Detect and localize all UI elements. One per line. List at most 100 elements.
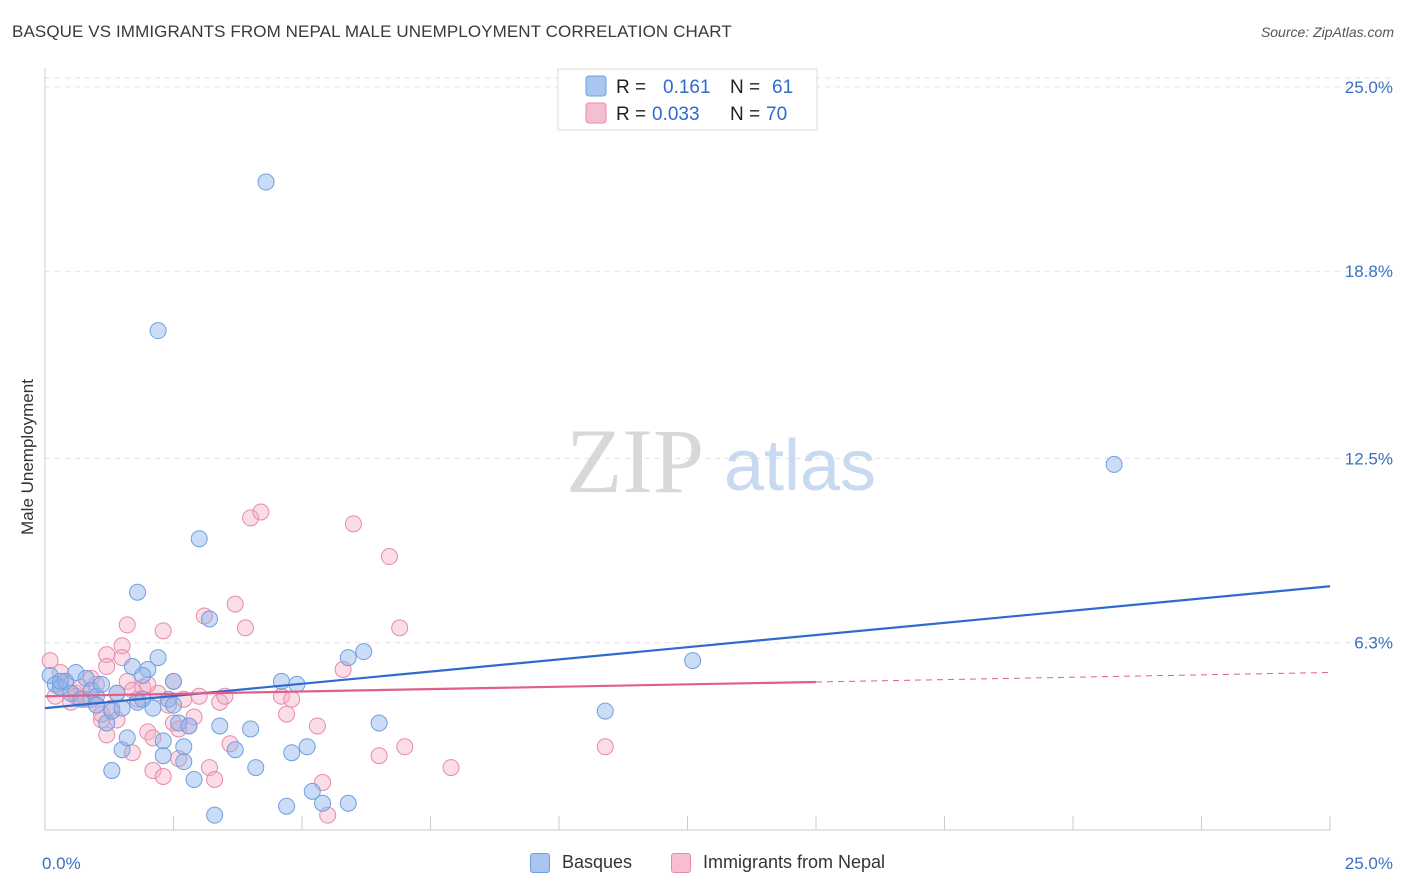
y-tick-label: 6.3%	[1354, 634, 1393, 653]
basques-point	[165, 672, 182, 690]
nepal-point	[206, 770, 224, 788]
gridlines	[45, 77, 1395, 644]
basques-point	[134, 666, 152, 684]
basques-point	[278, 797, 296, 815]
nepal-point	[283, 690, 301, 708]
nepal-point	[123, 744, 141, 762]
bottom-legend-basques[interactable]: Basques	[530, 852, 632, 873]
y-tick-label: 12.5%	[1345, 449, 1393, 468]
series-basques-points	[41, 173, 1123, 824]
basques-point	[185, 770, 203, 788]
basques-point	[144, 699, 162, 717]
axes	[44, 68, 1331, 831]
basques-point	[51, 672, 69, 690]
basques-point	[242, 720, 260, 738]
nepal-point	[190, 687, 208, 705]
chart-title: BASQUE VS IMMIGRANTS FROM NEPAL MALE UNE…	[12, 22, 732, 41]
nepal-point	[308, 717, 326, 735]
basques-point	[129, 583, 147, 601]
basques-point	[154, 732, 172, 750]
basques-point	[283, 744, 301, 762]
basques-point	[175, 753, 193, 771]
tick-labels: 6.3% 12.5% 18.8% 25.0% 0.0% 25.0%	[42, 78, 1393, 873]
source-credit: Source: ZipAtlas.com	[1260, 24, 1394, 40]
watermark-zip: ZIP	[566, 410, 704, 512]
basques-trend-line	[44, 585, 1331, 710]
basques-point	[339, 649, 357, 667]
nepal-point	[93, 705, 111, 723]
nepal-point	[41, 652, 59, 670]
nepal-point	[344, 515, 362, 533]
x-tick-label-max: 25.0%	[1345, 854, 1393, 873]
basques-point	[165, 696, 182, 714]
nepal-swatch	[671, 852, 691, 873]
basques-point	[211, 717, 229, 735]
basques-point	[200, 610, 218, 628]
basques-point	[41, 666, 59, 684]
nepal-point	[118, 616, 136, 634]
basques-point	[67, 663, 85, 681]
nepal-point	[370, 747, 388, 765]
nepal-point	[185, 708, 203, 726]
nepal-point	[154, 767, 172, 785]
basques-point	[190, 530, 208, 548]
basques-point	[108, 684, 126, 702]
basques-point	[46, 675, 64, 693]
basques-point	[206, 806, 224, 824]
legend-r-value-nepal: 0.033	[652, 104, 700, 125]
nepal-point	[144, 762, 162, 780]
legend-r-label-nepal: R =	[616, 104, 646, 125]
trend-lines	[44, 585, 1331, 710]
nepal-label: Immigrants from Nepal	[703, 852, 886, 872]
y-tick-label: 25.0%	[1345, 78, 1393, 97]
legend-swatch-nepal	[585, 102, 607, 124]
legend-swatch-basques	[585, 75, 607, 97]
legend-n-value-basques: 61	[772, 77, 793, 98]
basques-point	[170, 714, 188, 732]
nepal-point	[396, 738, 414, 756]
bottom-legend-nepal[interactable]: Immigrants from Nepal	[671, 852, 885, 873]
nepal-point	[278, 705, 296, 723]
y-tick-label: 18.8%	[1345, 262, 1393, 281]
basques-point	[113, 699, 131, 717]
basques-point	[103, 702, 121, 720]
basques-point	[370, 714, 388, 732]
basques-point	[596, 702, 614, 720]
legend-r-value-basques: 0.161	[663, 77, 711, 98]
basques-point	[226, 741, 244, 759]
basques-point	[303, 782, 321, 800]
nepal-point	[226, 595, 244, 613]
basques-point	[684, 652, 702, 670]
nepal-point	[236, 619, 254, 637]
nepal-point	[242, 509, 260, 527]
basques-point	[175, 738, 193, 756]
legend-n-label-basques: N =	[730, 77, 760, 98]
basques-point	[149, 649, 167, 667]
nepal-point	[442, 759, 460, 777]
nepal-point	[113, 637, 131, 655]
nepal-trend-line-dashed	[815, 671, 1331, 683]
basques-point	[103, 762, 121, 780]
nepal-point	[380, 548, 398, 566]
basques-point	[154, 747, 172, 765]
basques-point	[355, 643, 373, 661]
nepal-point	[118, 672, 136, 690]
basques-point	[247, 759, 265, 777]
basques-point	[298, 738, 316, 756]
basques-swatch	[530, 852, 550, 873]
basques-point	[62, 684, 80, 702]
basques-label: Basques	[562, 852, 633, 872]
legend-n-value-nepal: 70	[766, 104, 787, 125]
basques-point	[118, 729, 136, 747]
legend-r-label-basques: R =	[616, 77, 646, 98]
nepal-point	[252, 503, 270, 521]
basques-point	[87, 696, 105, 714]
basques-point	[93, 675, 111, 693]
nepal-point	[139, 675, 157, 693]
nepal-point	[596, 738, 614, 756]
bottom-legend: Basques Immigrants from Nepal	[0, 852, 1406, 878]
basques-point	[257, 173, 275, 191]
legend-n-label-nepal: N =	[730, 104, 760, 125]
nepal-point	[391, 619, 409, 637]
basques-point	[149, 322, 167, 340]
